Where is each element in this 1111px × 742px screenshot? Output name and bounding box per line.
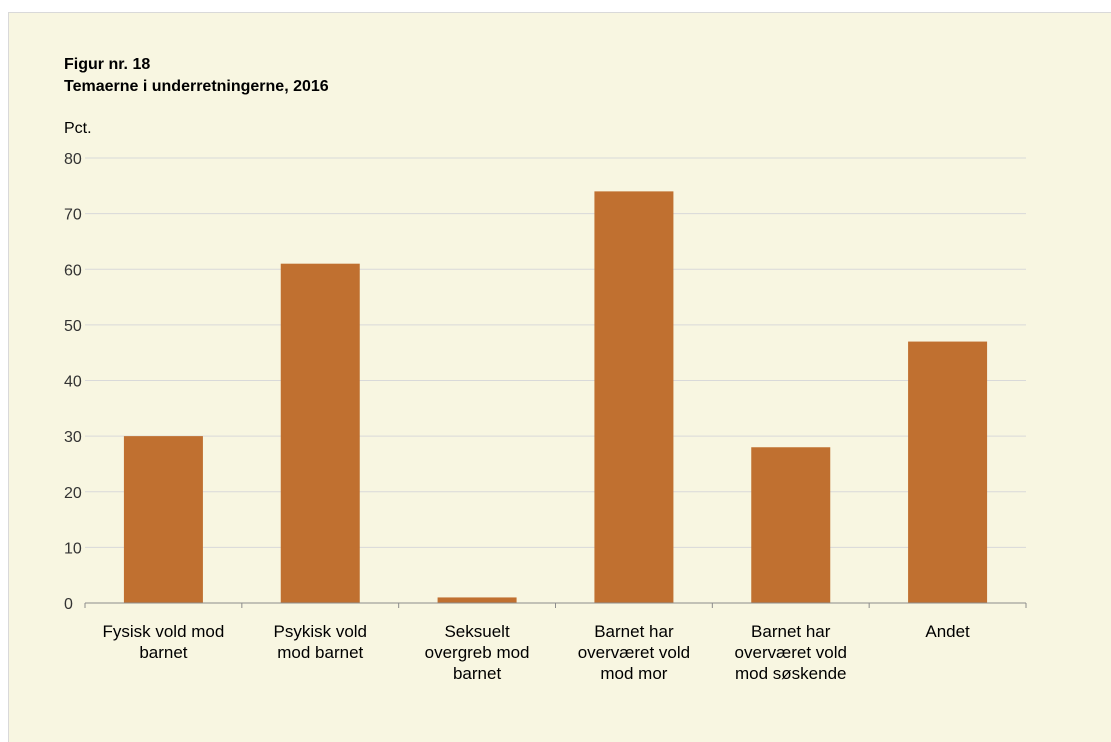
figure-title: Temaerne i underretningerne, 2016 bbox=[64, 78, 329, 95]
y-tick-label: 0 bbox=[64, 596, 73, 613]
x-tick-label: Psykisk vold mod barnet bbox=[273, 622, 367, 662]
y-tick-label: 70 bbox=[64, 207, 82, 224]
x-tick-label: Seksuelt overgreb mod barnet bbox=[425, 622, 530, 683]
y-axis-label: Pct. bbox=[64, 120, 92, 137]
bar bbox=[437, 597, 517, 603]
bar bbox=[908, 341, 988, 603]
y-tick-label: 20 bbox=[64, 485, 82, 502]
bar bbox=[123, 436, 203, 603]
x-tick-label: Barnet har overværet vold mod søskende bbox=[735, 622, 847, 683]
y-tick-label: 30 bbox=[64, 429, 82, 446]
y-tick-label: 40 bbox=[64, 374, 82, 391]
y-tick-label: 60 bbox=[64, 262, 82, 279]
x-tick-label: Barnet har overværet vold mod mor bbox=[578, 622, 690, 683]
bar bbox=[594, 191, 674, 603]
y-tick-label: 50 bbox=[64, 318, 82, 335]
x-tick-label: Fysisk vold mod barnet bbox=[102, 622, 224, 662]
bar bbox=[751, 447, 831, 603]
y-tick-label: 10 bbox=[64, 540, 82, 557]
bar bbox=[280, 263, 360, 603]
x-tick-label: Andet bbox=[925, 622, 970, 641]
figure-number: Figur nr. 18 bbox=[64, 56, 151, 73]
y-tick-label: 80 bbox=[64, 151, 82, 168]
